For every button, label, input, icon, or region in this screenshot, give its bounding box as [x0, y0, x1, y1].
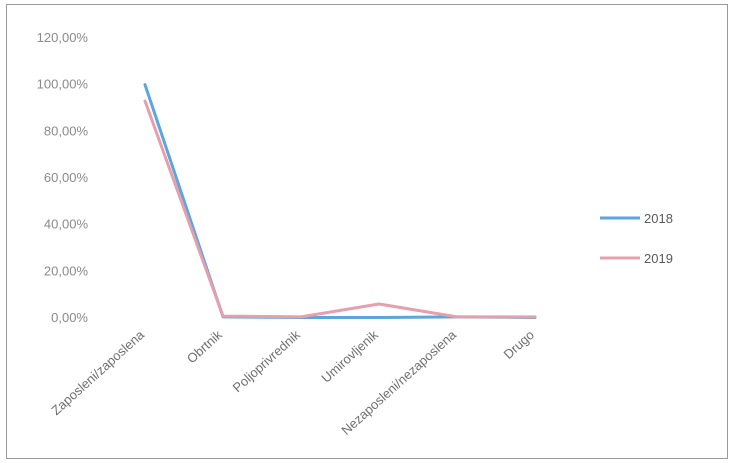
legend: 2018 2019	[600, 211, 673, 266]
x-tick-label: Obrtnik	[184, 327, 226, 367]
chart-frame	[6, 4, 728, 459]
y-tick-label: 60,00%	[44, 170, 89, 185]
series-line-2	[143, 99, 537, 319]
x-tick-label: Zaposleni/zaposlena	[48, 327, 147, 418]
y-tick-label: 120,00%	[37, 30, 89, 45]
legend-label: 2019	[644, 251, 673, 266]
plot-area	[143, 83, 537, 320]
y-tick-label: 0,00%	[51, 310, 88, 325]
x-tick-label: Umirovljenik	[318, 327, 381, 386]
y-tick-label: 80,00%	[44, 123, 89, 138]
y-tick-label: 40,00%	[44, 217, 89, 232]
legend-label: 2018	[644, 211, 673, 226]
x-axis: Zaposleni/zaposlena Obrtnik Poljoprivredni…	[48, 327, 537, 438]
y-tick-label: 100,00%	[37, 77, 89, 92]
x-tick-label: Poljoprivrednik	[230, 327, 304, 396]
y-axis: 0,00% 20,00% 40,00% 60,00% 80,00% 100,00% 120,…	[37, 30, 89, 325]
y-tick-label: 20,00%	[44, 263, 89, 278]
x-tick-label: Drugo	[501, 327, 537, 362]
series-line-1	[143, 83, 537, 320]
